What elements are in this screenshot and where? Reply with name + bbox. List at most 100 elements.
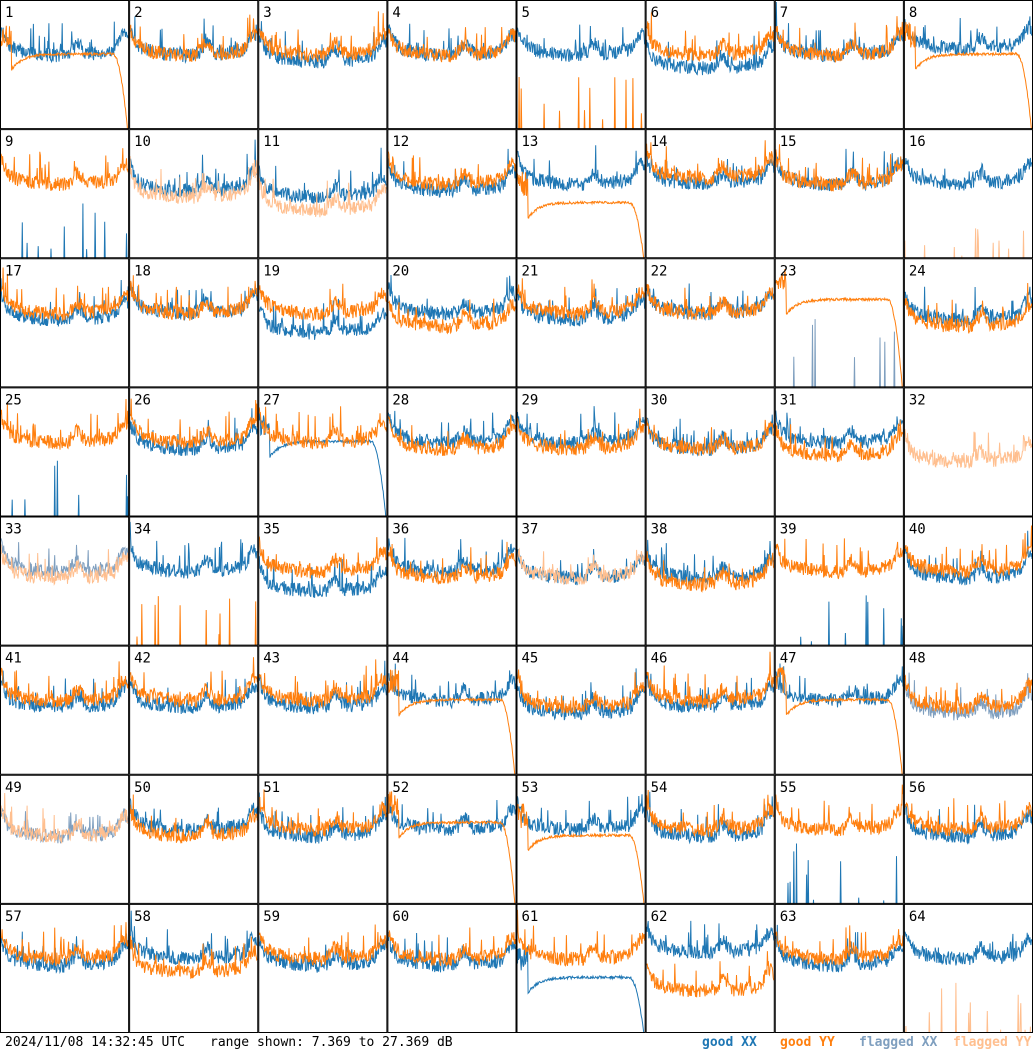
panel-frame [0, 258, 130, 388]
series-xx-panel-23 [792, 319, 896, 388]
series-yy-panel-18 [129, 275, 258, 321]
panel-frame [516, 387, 646, 517]
panel-label: 12 [392, 134, 409, 150]
series-yy-panel-42 [129, 657, 258, 709]
series-yy-panel-1 [0, 25, 128, 130]
panel-frame [258, 129, 388, 259]
panel-label: 39 [780, 522, 797, 538]
panel-label: 30 [651, 392, 668, 408]
panel-label: 29 [522, 392, 539, 408]
panel-label: 1 [5, 5, 13, 21]
panel-43: 43 [258, 645, 388, 775]
panel-label: 61 [522, 909, 539, 925]
panel-frame [774, 516, 904, 646]
series-yy-panel-3 [259, 11, 387, 63]
panel-frame [645, 258, 775, 388]
panel-frame [774, 258, 904, 388]
range-shown: range shown: 7.369 to 27.369 dB [210, 1035, 453, 1050]
panel-label: 44 [392, 651, 409, 667]
panel-label: 17 [5, 263, 22, 279]
panel-23: 23 [774, 258, 904, 388]
panel-frame [129, 129, 259, 259]
series-yy-panel-49 [0, 792, 129, 844]
panel-48: 48 [903, 645, 1033, 775]
panel-22: 22 [645, 258, 775, 388]
series-yy-panel-31 [775, 420, 904, 463]
panel-frame [258, 516, 388, 646]
series-yy-panel-22 [646, 283, 775, 321]
series-yy-panel-44 [387, 669, 516, 775]
panel-label: 26 [134, 392, 151, 408]
series-xx-panel-57 [0, 931, 129, 974]
panel-4: 4 [387, 0, 517, 130]
series-xx-panel-47 [775, 663, 904, 708]
panel-36: 36 [387, 516, 517, 646]
series-yy-panel-2 [129, 14, 258, 62]
panel-frame [774, 645, 904, 775]
panel-frame [129, 0, 259, 130]
series-yy-panel-62 [646, 951, 775, 998]
series-xx-panel-18 [129, 283, 258, 321]
series-yy-panel-35 [258, 536, 387, 579]
panel-label: 25 [5, 392, 22, 408]
series-yy-panel-48 [904, 674, 1033, 716]
panel-59: 59 [258, 903, 388, 1033]
panel-label: 38 [651, 522, 668, 538]
panel-label: 56 [909, 780, 926, 796]
panel-17: 17 [0, 258, 130, 388]
panel-label: 54 [651, 780, 668, 796]
panel-label: 32 [909, 392, 926, 408]
panel-63: 63 [774, 903, 904, 1033]
panel-frame [387, 774, 517, 904]
series-yy-panel-6 [646, 12, 775, 62]
panel-label: 2 [134, 5, 142, 21]
panel-62: 62 [645, 903, 775, 1033]
panel-55: 55 [774, 774, 904, 904]
series-yy-panel-10 [129, 156, 258, 204]
panel-frame [129, 645, 259, 775]
footer-bar: 2024/11/08 14:32:45 UTC range shown: 7.3… [0, 1033, 1033, 1053]
legend-good-xx: good XX [702, 1035, 757, 1051]
panel-label: 58 [134, 909, 151, 925]
series-yy-panel-33 [0, 544, 129, 586]
series-yy-panel-15 [775, 144, 904, 192]
series-yy-panel-47 [775, 666, 903, 775]
panel-2: 2 [129, 0, 259, 130]
panel-64: 64 [903, 903, 1033, 1033]
panel-label: 22 [651, 263, 668, 279]
panel-frame [129, 258, 259, 388]
series-yy-panel-60 [387, 927, 516, 968]
panel-frame [516, 774, 646, 904]
panel-label: 59 [263, 909, 280, 925]
panel-51: 51 [258, 774, 388, 904]
series-yy-panel-39 [775, 538, 904, 580]
series-yy-panel-40 [904, 525, 1033, 579]
panel-21: 21 [516, 258, 646, 388]
panel-label: 53 [522, 780, 539, 796]
panel-49: 49 [0, 774, 130, 904]
series-xx-panel-5 [517, 24, 646, 63]
panel-label: 49 [5, 780, 22, 796]
panel-label: 45 [522, 651, 539, 667]
panel-47: 47 [774, 645, 904, 775]
panel-frame [258, 903, 388, 1033]
panel-frame [0, 129, 130, 259]
series-xx-panel-11 [258, 147, 387, 204]
panel-frame [516, 129, 646, 259]
panel-label: 46 [651, 651, 668, 667]
legend-flagged-yy-pol: YY [1015, 1035, 1032, 1050]
legend-good-yy: good YY [780, 1035, 835, 1051]
panel-label: 23 [780, 263, 797, 279]
panel-label: 9 [5, 134, 13, 150]
panel-label: 35 [263, 522, 280, 538]
series-xx-panel-51 [258, 792, 387, 844]
series-yy-panel-5 [518, 76, 643, 130]
panel-label: 24 [909, 263, 926, 279]
panel-45: 45 [516, 645, 646, 775]
panel-frame [516, 258, 646, 388]
series-yy-panel-21 [517, 278, 646, 322]
series-yy-panel-14 [646, 140, 775, 186]
series-yy-panel-43 [258, 659, 387, 709]
series-yy-panel-50 [129, 794, 258, 844]
